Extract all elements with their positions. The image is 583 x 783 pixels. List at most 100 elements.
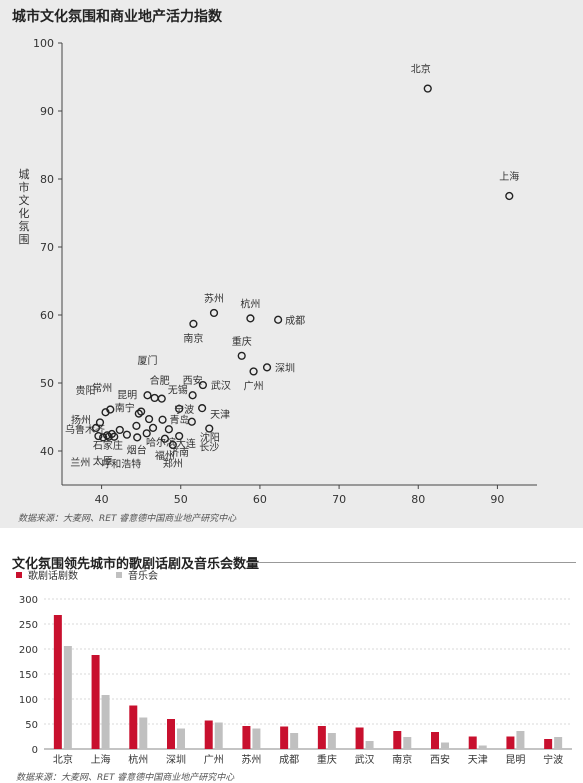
x-tick-label: 广州 [204, 754, 224, 766]
x-tick-label: 西安 [430, 753, 450, 766]
x-tick-label: 昆明 [505, 754, 525, 766]
point-label: 杭州 [240, 297, 260, 310]
point-label: 沈阳 [200, 431, 220, 444]
bar-title: 文化氛围领先城市的歌剧话剧及音乐会数量 [12, 557, 260, 572]
x-tick-label: 天津 [468, 754, 488, 766]
y-tick-label: 80 [40, 173, 54, 186]
y-tick-label: 40 [40, 445, 54, 458]
data-point [187, 417, 196, 426]
point-label: 大连 [176, 437, 196, 450]
x-tick-label: 90 [490, 493, 504, 506]
data-point [175, 404, 184, 413]
data-point [91, 423, 101, 432]
y-tick-label: 200 [19, 645, 38, 656]
x-tick-label: 重庆 [317, 753, 337, 766]
point-label: 烟台 [127, 443, 147, 456]
y-tick-label: 100 [33, 37, 54, 50]
x-tick-label: 60 [253, 493, 267, 506]
x-tick-label: 北京 [53, 753, 73, 766]
point-label: 厦门 [138, 354, 158, 367]
point-label: 福州 [155, 449, 175, 462]
bar-source: 数据来源：大麦网、RET 睿意德中国商业地产研究中心 [16, 773, 235, 783]
data-point [94, 431, 103, 441]
x-tick-label: 50 [174, 493, 188, 506]
y-tick-label: 300 [19, 595, 38, 606]
bar [403, 737, 412, 749]
bar [317, 726, 326, 749]
point-label: 宁波 [174, 403, 194, 416]
data-point [137, 407, 146, 416]
bar [393, 731, 402, 749]
data-point [198, 404, 207, 413]
bar [327, 733, 336, 749]
point-label: 苏州 [204, 292, 224, 305]
data-point [150, 393, 159, 403]
point-label: 石家庄 [93, 439, 123, 452]
bar [290, 733, 299, 749]
y-tick-label: 60 [40, 309, 54, 322]
data-point [110, 432, 119, 441]
bar [252, 728, 261, 749]
bar [242, 726, 251, 749]
data-point [133, 433, 142, 442]
point-label: 昆明 [117, 390, 137, 402]
data-point [164, 425, 173, 434]
data-point [101, 408, 110, 417]
data-point [160, 434, 170, 443]
point-label: 济南 [169, 446, 189, 459]
scatter-source: 数据来源：大麦网、RET 睿意德中国商业地产研究中心 [18, 514, 237, 524]
bar [506, 736, 515, 749]
point-label: 天津 [210, 409, 230, 421]
y-tick-label: 100 [19, 695, 38, 706]
data-point [142, 429, 151, 438]
x-tick-label: 深圳 [166, 754, 186, 766]
point-label: 合肥 [150, 374, 170, 387]
y-tick-label: 250 [19, 620, 38, 631]
point-label: 贵阳 [76, 384, 96, 397]
x-tick-label: 南京 [392, 753, 412, 766]
x-tick-label: 成都 [279, 754, 299, 766]
data-point [198, 380, 208, 390]
y-tick-label: 50 [40, 377, 54, 390]
legend-label: 音乐会 [128, 569, 158, 582]
point-label: 武汉 [211, 379, 231, 392]
bar [280, 726, 289, 749]
legend-swatch [16, 572, 22, 578]
bar [544, 739, 553, 749]
data-point [144, 414, 154, 424]
y-tick-label: 90 [40, 105, 54, 118]
bar [355, 727, 364, 749]
bar [516, 731, 525, 749]
point-label: 南宁 [115, 402, 135, 415]
legend-label: 歌剧话剧数 [28, 569, 78, 582]
data-point [95, 418, 105, 427]
point-label: 常州 [92, 382, 112, 395]
data-point [132, 421, 141, 430]
scatter-title: 城市文化氛围和商业地产活力指数 [12, 9, 222, 25]
bar [53, 615, 62, 749]
data-point [505, 191, 514, 201]
data-point [237, 351, 246, 360]
point-label: 上海 [499, 170, 519, 183]
data-point [175, 431, 184, 441]
point-label: 乌鲁木齐 [65, 423, 105, 436]
bar [167, 719, 175, 749]
x-tick-label: 70 [332, 493, 346, 506]
data-point [423, 84, 432, 93]
point-label: 深圳 [275, 362, 295, 374]
x-tick-label: 苏州 [241, 753, 261, 766]
y-tick-label: 0 [32, 745, 38, 756]
data-point [143, 391, 152, 400]
point-label: 广州 [244, 380, 264, 392]
data-point [274, 315, 283, 324]
data-point [134, 409, 143, 418]
point-label: 无锡 [168, 384, 188, 397]
x-tick-label: 40 [95, 493, 109, 506]
bar [129, 705, 138, 749]
bar [63, 646, 72, 749]
legend-swatch [116, 572, 122, 578]
data-point [157, 394, 166, 403]
point-label: 重庆 [232, 335, 252, 348]
bar [478, 745, 487, 749]
